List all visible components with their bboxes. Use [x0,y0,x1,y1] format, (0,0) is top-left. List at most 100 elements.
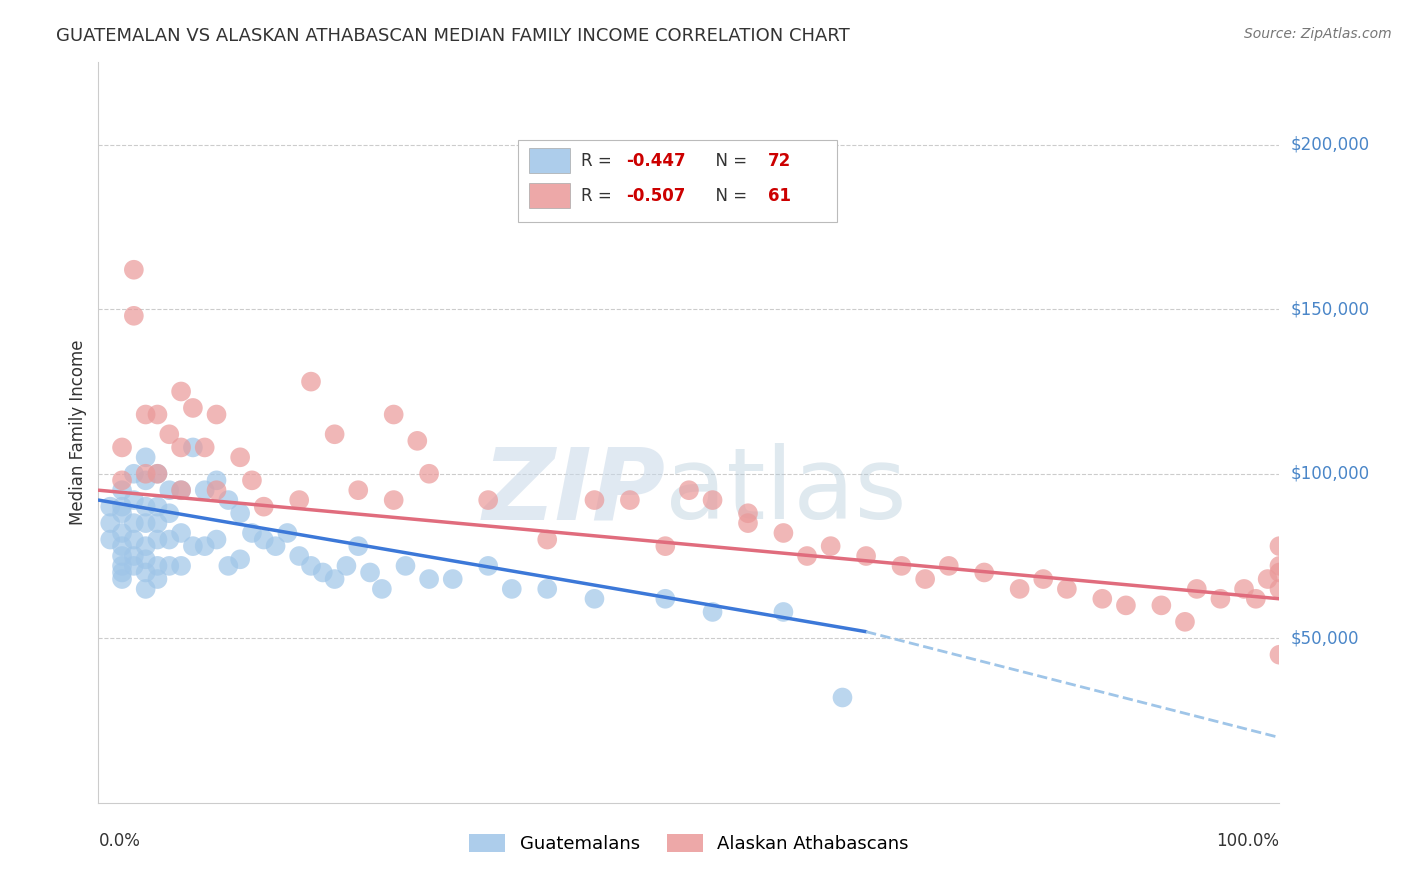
Point [831,690,853,705]
Point [98,516,121,530]
Text: $150,000: $150,000 [1291,301,1369,318]
Point [111,526,134,541]
Point [146,467,169,481]
Point [229,552,252,566]
Point [536,582,558,596]
Text: R =: R = [582,152,617,169]
Point [146,533,169,547]
Point [135,566,157,580]
Legend: Guatemalans, Alaskan Athabascans: Guatemalans, Alaskan Athabascans [461,827,917,861]
Point [135,500,157,514]
Text: GUATEMALAN VS ALASKAN ATHABASCAN MEDIAN FAMILY INCOME CORRELATION CHART: GUATEMALAN VS ALASKAN ATHABASCAN MEDIAN … [56,27,851,45]
Point [122,558,145,573]
Text: $100,000: $100,000 [1291,465,1369,483]
Point [406,434,429,448]
Point [1115,599,1137,613]
Point [111,549,134,563]
Point [146,500,169,514]
Point [654,539,676,553]
Point [264,539,287,553]
Point [737,516,759,530]
Point [146,408,169,422]
Point [1268,648,1291,662]
Text: Source: ZipAtlas.com: Source: ZipAtlas.com [1244,27,1392,41]
Point [288,493,311,508]
Point [583,591,606,606]
Point [418,572,440,586]
Point [122,549,145,563]
FancyBboxPatch shape [517,140,837,221]
Point [122,533,145,547]
Point [890,558,912,573]
Point [796,549,818,563]
Point [1185,582,1208,596]
Text: atlas: atlas [665,443,907,541]
Point [205,473,228,487]
Text: $50,000: $50,000 [1291,629,1360,648]
Point [135,582,157,596]
Point [205,408,228,422]
Point [418,467,440,481]
Point [157,427,180,442]
Point [347,483,370,498]
Point [217,558,239,573]
Point [217,493,239,508]
Text: N =: N = [706,186,752,204]
Point [359,566,381,580]
Text: R =: R = [582,186,617,204]
Point [702,605,724,619]
Point [181,401,204,415]
Point [253,500,276,514]
Point [111,566,134,580]
Point [772,605,794,619]
Point [1008,582,1031,596]
Point [111,483,134,498]
Point [170,384,193,399]
Point [146,572,169,586]
Point [1268,582,1291,596]
Point [194,539,217,553]
Point [1268,566,1291,580]
Point [122,467,145,481]
Point [146,467,169,481]
Point [477,493,499,508]
Text: 0.0%: 0.0% [98,832,141,850]
Point [135,552,157,566]
Point [678,483,700,498]
Point [135,450,157,465]
Point [820,539,842,553]
Point [1056,582,1078,596]
Text: -0.447: -0.447 [626,152,686,169]
Point [135,467,157,481]
Point [111,539,134,553]
Point [973,566,995,580]
Point [157,558,180,573]
Y-axis label: Median Family Income: Median Family Income [69,340,87,525]
Point [135,408,157,422]
Point [1150,599,1173,613]
Point [157,506,180,520]
Point [938,558,960,573]
Point [323,572,346,586]
Point [170,558,193,573]
Point [1244,591,1267,606]
Point [583,493,606,508]
Point [135,516,157,530]
Point [111,441,134,455]
Text: 100.0%: 100.0% [1216,832,1279,850]
Point [122,516,145,530]
Point [441,572,464,586]
Point [240,526,263,541]
Point [335,558,357,573]
Point [737,506,759,520]
Point [1268,558,1291,573]
Point [194,441,217,455]
Point [194,483,217,498]
Point [702,493,724,508]
Point [1032,572,1054,586]
Point [1233,582,1256,596]
Point [382,408,405,422]
Point [111,572,134,586]
Point [122,262,145,277]
Point [111,473,134,487]
